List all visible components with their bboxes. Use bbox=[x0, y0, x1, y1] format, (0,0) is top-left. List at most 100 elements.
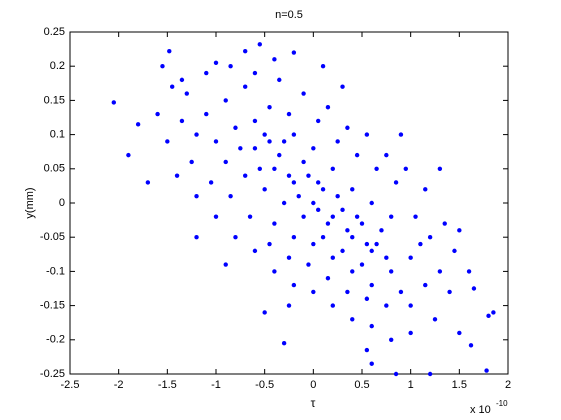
point bbox=[354, 152, 360, 158]
x-tick-label: 1.5 bbox=[452, 379, 467, 391]
point bbox=[345, 228, 350, 233]
point bbox=[325, 105, 331, 110]
point bbox=[228, 193, 233, 199]
point bbox=[272, 57, 277, 62]
point bbox=[262, 187, 267, 192]
point bbox=[174, 173, 180, 178]
point bbox=[466, 269, 472, 274]
x-exponent-base: x 10 bbox=[470, 404, 491, 416]
y-tick-label: -0.15 bbox=[40, 300, 65, 312]
point bbox=[252, 248, 258, 254]
point bbox=[267, 105, 272, 110]
point bbox=[345, 125, 350, 130]
point bbox=[311, 289, 316, 295]
point bbox=[468, 343, 474, 348]
point bbox=[262, 310, 267, 315]
point bbox=[267, 241, 272, 247]
x-axis-label: τ bbox=[311, 396, 316, 410]
y-tick-label: 0.2 bbox=[50, 60, 65, 72]
point bbox=[165, 139, 170, 144]
point bbox=[320, 63, 326, 69]
point bbox=[291, 132, 297, 137]
point bbox=[325, 276, 331, 281]
point bbox=[155, 111, 160, 117]
point bbox=[384, 303, 389, 308]
point bbox=[364, 132, 370, 137]
point bbox=[413, 214, 418, 219]
point bbox=[311, 146, 316, 151]
x-exponent-power: -10 bbox=[496, 399, 508, 408]
point bbox=[277, 152, 282, 158]
point bbox=[291, 282, 297, 288]
point bbox=[243, 173, 248, 178]
point bbox=[369, 248, 374, 254]
point bbox=[491, 310, 496, 315]
point bbox=[111, 100, 117, 105]
point bbox=[296, 193, 301, 199]
point bbox=[403, 166, 408, 171]
point bbox=[325, 221, 331, 226]
point bbox=[257, 42, 262, 47]
point bbox=[369, 361, 374, 366]
point bbox=[437, 269, 443, 274]
point bbox=[398, 289, 404, 295]
point bbox=[126, 152, 131, 158]
point bbox=[167, 48, 172, 54]
point bbox=[194, 132, 199, 137]
point bbox=[320, 235, 326, 240]
point bbox=[291, 235, 297, 240]
y-tick-label: -0.25 bbox=[40, 368, 65, 380]
point bbox=[408, 303, 413, 308]
point bbox=[135, 122, 141, 127]
point bbox=[369, 200, 374, 206]
point bbox=[379, 228, 384, 233]
point bbox=[291, 180, 297, 185]
y-tick-label: -0.2 bbox=[46, 334, 65, 346]
x-tick-label: 0 bbox=[310, 379, 316, 391]
point bbox=[427, 371, 433, 377]
point bbox=[359, 221, 365, 226]
point bbox=[384, 255, 389, 260]
point bbox=[389, 214, 394, 219]
y-tick-label: -0.1 bbox=[46, 265, 65, 277]
point bbox=[330, 166, 335, 171]
point bbox=[369, 323, 374, 329]
point bbox=[213, 60, 219, 65]
point bbox=[350, 187, 355, 192]
point bbox=[316, 180, 321, 185]
point bbox=[262, 132, 267, 137]
x-tick-label: -2 bbox=[114, 379, 124, 391]
point bbox=[311, 200, 316, 206]
point bbox=[301, 214, 306, 219]
point bbox=[204, 70, 209, 76]
point bbox=[340, 207, 345, 213]
point bbox=[364, 347, 370, 353]
point bbox=[286, 111, 292, 117]
point bbox=[208, 180, 214, 185]
point bbox=[277, 77, 282, 83]
point bbox=[484, 368, 489, 373]
point bbox=[281, 200, 287, 206]
point bbox=[281, 341, 287, 346]
point bbox=[393, 180, 399, 185]
point bbox=[213, 214, 219, 219]
point bbox=[340, 84, 345, 89]
point bbox=[364, 241, 370, 247]
point bbox=[160, 63, 165, 69]
point bbox=[184, 91, 189, 96]
point bbox=[364, 296, 370, 301]
point bbox=[452, 248, 457, 254]
chart-title: n=0.5 bbox=[275, 9, 303, 21]
point bbox=[442, 221, 447, 226]
point bbox=[457, 330, 462, 336]
point bbox=[272, 269, 277, 274]
point bbox=[233, 235, 238, 240]
point bbox=[257, 166, 262, 171]
point bbox=[408, 330, 413, 336]
point bbox=[272, 166, 277, 171]
point bbox=[330, 255, 335, 260]
point bbox=[316, 207, 321, 213]
point bbox=[369, 282, 374, 288]
x-tick-label: -0.5 bbox=[255, 379, 274, 391]
